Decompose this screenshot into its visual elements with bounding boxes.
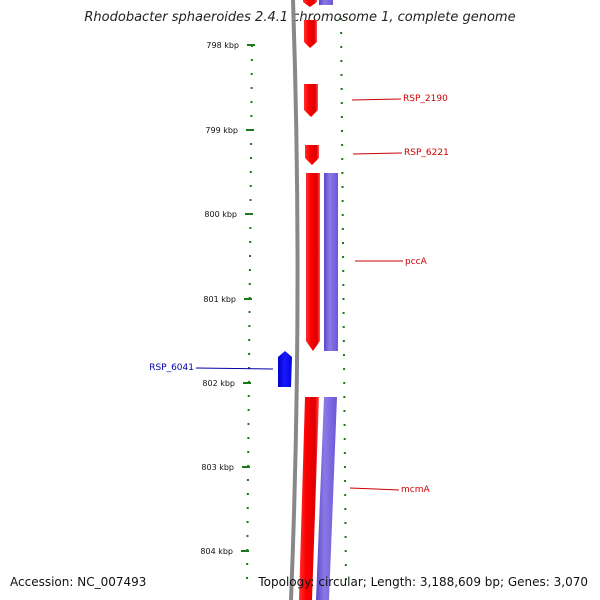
gene-feature-rsp6041 — [278, 351, 292, 387]
ruler-label-804: 804 kbp — [200, 547, 233, 556]
label-pcca: pccA — [405, 257, 428, 267]
forward-genes — [299, 0, 320, 600]
gene-labels[interactable]: RSP_2190 RSP_6221 pccA mcmA RSP_6041 — [149, 94, 449, 495]
gene-feature-pcca — [306, 173, 320, 351]
accession-text: Accession: NC_007493 — [10, 575, 147, 589]
cds-feature-mcma — [316, 397, 337, 600]
label-rsp6041: RSP_6041 — [149, 363, 194, 373]
ruler-label-803: 803 kbp — [201, 463, 234, 472]
gene-feature-rsp6221 — [305, 145, 319, 165]
backbone-arc — [289, 0, 300, 600]
label-rsp6221: RSP_6221 — [404, 148, 449, 158]
cds-track — [316, 0, 338, 600]
ruler-label-799: 799 kbp — [205, 126, 238, 135]
outer-track-dots — [340, 17, 347, 586]
ruler-label-801: 801 kbp — [203, 295, 236, 304]
gene-feature-a — [304, 20, 317, 48]
cds-feature-top — [319, 0, 333, 5]
gene-feature-rsp2190 — [304, 84, 318, 117]
gene-feature-mcma — [299, 397, 319, 600]
topology-text: Topology: circular; Length: 3,188,609 bp… — [258, 575, 588, 589]
gene-feature-top — [303, 0, 317, 7]
ruler-label-802: 802 kbp — [202, 379, 235, 388]
label-rsp2190: RSP_2190 — [403, 94, 448, 104]
map-title: Rhodobacter sphaeroides 2.4.1 chromosome… — [84, 10, 516, 25]
cds-feature-pcca — [324, 173, 338, 351]
label-mcma: mcmA — [401, 485, 430, 495]
ruler-label-798: 798 kbp — [206, 41, 239, 50]
ruler: 798 kbp 799 kbp 800 kbp 801 kbp 802 kbp … — [200, 41, 255, 586]
ruler-label-800: 800 kbp — [204, 210, 237, 219]
